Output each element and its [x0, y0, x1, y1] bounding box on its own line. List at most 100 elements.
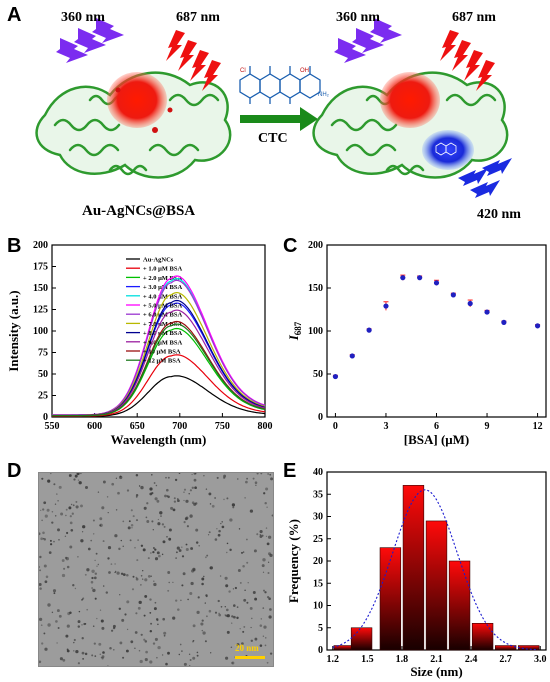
tem-particle: [110, 629, 114, 632]
tem-particle: [81, 624, 83, 626]
tem-particle: [156, 551, 160, 555]
tem-particle: [77, 620, 81, 624]
data-point: [417, 275, 423, 281]
tem-particle: [226, 630, 230, 634]
tem-particle: [126, 574, 129, 577]
tem-particle: [51, 521, 54, 524]
svg-text:OH: OH: [300, 68, 309, 74]
tem-particle: [268, 597, 271, 600]
data-point: [450, 292, 456, 298]
tem-particle: [153, 580, 155, 582]
data-point: [501, 319, 507, 325]
tem-particle: [175, 551, 178, 554]
y-axis-label: Frequency (%): [286, 519, 301, 603]
tem-particle: [206, 554, 209, 557]
x-tick-label: 0: [333, 421, 338, 432]
tem-particle: [208, 492, 212, 496]
histogram-bar: [402, 485, 425, 651]
tem-particle: [264, 591, 267, 594]
tem-particle: [110, 563, 113, 565]
tem-particle: [42, 537, 45, 540]
x-axis-label: [BSA] (μM): [404, 432, 470, 447]
tem-particle: [262, 558, 266, 562]
x-tick-label: 3: [383, 421, 388, 432]
tem-particle: [214, 497, 216, 499]
tem-particle: [219, 575, 222, 577]
tem-particle: [101, 506, 105, 510]
tem-particle: [163, 634, 166, 637]
tem-particle: [172, 508, 176, 512]
x-tick-label: 2.7: [499, 654, 512, 665]
tem-particle: [172, 581, 174, 584]
tem-particle: [178, 549, 182, 552]
tem-particle: [246, 601, 249, 604]
tem-particle: [185, 499, 189, 503]
tem-particle: [175, 557, 177, 559]
tem-particle: [232, 506, 235, 509]
tem-particle: [105, 591, 109, 594]
legend-label: + 3.0 μM BSA: [143, 284, 182, 291]
tem-particle: [231, 622, 233, 624]
tem-particle: [74, 587, 77, 590]
tem-particle: [191, 473, 193, 476]
tem-particle: [170, 506, 174, 510]
y-axis-label: I687: [286, 321, 303, 341]
tem-particle: [226, 614, 230, 618]
tem-particle: [132, 575, 135, 578]
tem-particle: [242, 630, 245, 633]
tem-particle: [58, 485, 62, 489]
tem-particle: [181, 555, 185, 558]
tem-particle: [208, 531, 211, 534]
tem-particle: [48, 551, 52, 554]
legend-label: + 1.0 μM BSA: [143, 266, 182, 273]
tem-particle: [173, 497, 176, 500]
tem-particle: [39, 532, 41, 536]
tem-particle: [70, 528, 74, 532]
tem-particle: [135, 612, 138, 615]
tem-particle: [99, 517, 103, 521]
histogram-bar: [425, 520, 448, 651]
tem-particle: [267, 561, 270, 563]
y-tick-label: 50: [38, 369, 48, 380]
tem-particle: [137, 539, 139, 541]
tem-particle: [65, 508, 68, 511]
tem-particle: [201, 619, 204, 622]
svg-text:Cl: Cl: [240, 68, 246, 74]
plot-frame-e: [326, 471, 547, 651]
tem-particle: [41, 519, 43, 522]
tem-particle: [216, 476, 219, 479]
tem-particle: [267, 535, 272, 539]
tem-particle: [176, 546, 180, 550]
tem-particle: [161, 523, 165, 526]
tem-particle: [138, 485, 141, 487]
tem-particle: [64, 535, 67, 538]
spectrum-line: [52, 354, 266, 417]
tem-particle: [107, 511, 109, 514]
tem-particle: [138, 649, 141, 652]
tem-particle: [244, 497, 246, 499]
tem-particle: [190, 547, 194, 550]
tem-particle: [185, 547, 189, 552]
x-tick-label: 3.0: [534, 654, 547, 665]
tem-particle: [242, 564, 245, 568]
tem-particle: [210, 652, 212, 654]
x-tick-label: 6: [434, 421, 439, 432]
y-tick-label: 0: [43, 412, 48, 423]
tem-particle: [191, 486, 194, 489]
tem-particle: [101, 655, 105, 659]
tem-particle: [64, 556, 68, 560]
tem-particle: [70, 503, 73, 506]
blue-complex-right: [422, 130, 474, 170]
tem-particle: [109, 646, 112, 650]
tem-particle: [230, 646, 233, 648]
tem-particle: [238, 528, 241, 530]
tem-particle: [128, 520, 131, 523]
tem-particle: [44, 647, 48, 651]
tem-particle: [42, 508, 45, 511]
tem-particle: [261, 564, 265, 568]
tem-particle: [144, 578, 148, 582]
tem-particle: [99, 653, 102, 656]
tem-particle: [75, 649, 79, 654]
tem-particle: [268, 552, 271, 556]
legend-label: + 10 μM BSA: [143, 349, 181, 356]
